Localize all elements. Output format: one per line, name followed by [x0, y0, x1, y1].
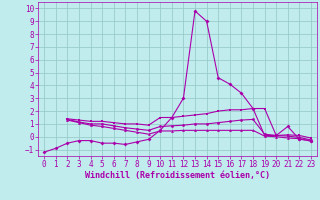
X-axis label: Windchill (Refroidissement éolien,°C): Windchill (Refroidissement éolien,°C): [85, 171, 270, 180]
